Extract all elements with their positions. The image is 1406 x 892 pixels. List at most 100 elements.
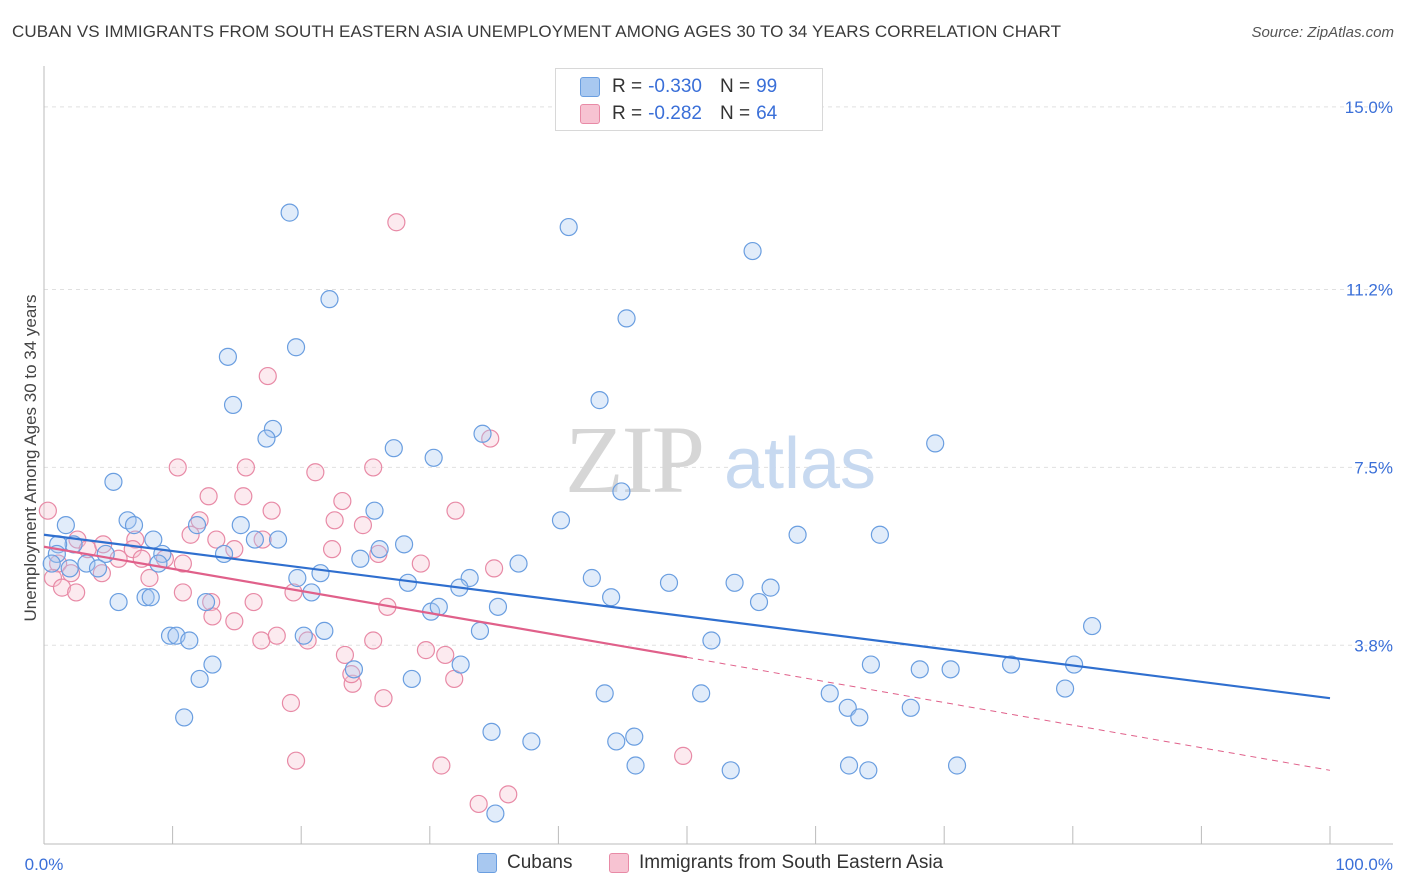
stats-r-label: R = — [612, 76, 643, 97]
cubans-point — [245, 530, 265, 549]
cubans-trend-line — [43, 533, 1331, 700]
cubans-point — [214, 544, 234, 564]
cubans-point — [612, 482, 631, 501]
cubans-point — [486, 804, 505, 823]
y-tick-label: 7.5% — [1354, 458, 1393, 477]
cubans-point — [850, 708, 869, 727]
immigrants-point — [335, 645, 355, 665]
cubans-point — [280, 203, 299, 222]
immigrants-point — [199, 487, 218, 506]
immigrants-point — [252, 631, 271, 650]
cubans-point — [60, 559, 79, 578]
cubans-point — [721, 761, 740, 780]
cubans-point — [141, 588, 160, 607]
cubans-point — [1001, 655, 1021, 674]
cubans-point — [268, 530, 288, 549]
immigrants-point — [67, 583, 86, 602]
immigrants-point — [436, 645, 455, 665]
immigrants-point — [253, 530, 272, 549]
grid-lines — [44, 106, 1393, 646]
immigrants-point — [168, 458, 187, 477]
stats-legend: R = -0.330 N = 99 R = -0.282 N = 64 — [555, 68, 823, 131]
cubans-point — [702, 631, 721, 650]
cubans-point — [820, 684, 839, 703]
immigrants-point — [207, 530, 226, 549]
immigrants-point — [267, 626, 286, 645]
x-tick-label: 100.0% — [1335, 855, 1393, 874]
legend-label-cubans: Cubans — [507, 852, 573, 873]
immigrants-point — [322, 540, 342, 559]
cubans-point — [926, 434, 945, 453]
immigrants-point — [286, 751, 306, 770]
legend-label-immigrants: Immigrants from South Eastern Asia — [639, 852, 944, 873]
immigrants-point — [364, 631, 383, 650]
cubans-point — [861, 655, 880, 674]
cubans-point — [488, 597, 508, 616]
y-tick-label: 15.0% — [1345, 98, 1393, 117]
legend-item-immigrants[interactable]: Immigrants from South Eastern Asia — [609, 852, 943, 874]
cubans-point — [602, 588, 621, 607]
cubans-point — [320, 290, 339, 309]
immigrants-point — [225, 540, 244, 559]
stats-r-value: -0.282 — [648, 103, 702, 124]
cubans-point — [344, 660, 364, 679]
cubans-point — [947, 756, 967, 775]
stats-n-label: N = — [719, 76, 751, 97]
immigrants-point — [244, 592, 263, 612]
watermark-atlas: atlas — [724, 424, 876, 504]
cubans-point — [595, 684, 614, 703]
cubans-point — [749, 592, 769, 612]
cubans-point — [263, 419, 283, 439]
cubans-point — [424, 448, 443, 467]
cubans-point — [394, 535, 414, 554]
series-immigrants-points — [38, 213, 693, 814]
immigrants-point — [306, 463, 325, 482]
legend-swatch-immigrants — [609, 853, 629, 873]
cubans-point — [149, 554, 168, 573]
cubans-point — [626, 756, 645, 775]
y-axis-label: Unemployment Among Ages 30 to 34 years — [21, 295, 40, 622]
cubans-point — [509, 554, 528, 573]
cubans-point — [286, 338, 306, 357]
cubans-point — [218, 347, 237, 366]
immigrants-point — [234, 487, 253, 506]
immigrants-point — [446, 501, 465, 520]
stats-row-cubans: R = -0.330 N = 99 — [580, 73, 777, 101]
cubans-point — [582, 568, 601, 588]
cubans-point — [692, 684, 711, 703]
immigrants-point — [202, 592, 221, 612]
cubans-point — [901, 698, 920, 717]
immigrants-point — [258, 366, 277, 386]
cubans-point — [160, 626, 180, 645]
cubans-point — [482, 722, 501, 741]
watermark-zip: ZIP — [565, 406, 703, 513]
immigrants-point — [325, 511, 344, 530]
immigrants-point — [52, 578, 72, 597]
cubans-point — [180, 631, 199, 650]
cubans-point — [1082, 616, 1102, 636]
immigrants-point — [181, 525, 200, 544]
cubans-point — [56, 516, 75, 535]
watermark: ZIP atlas — [565, 406, 876, 513]
series-cubans-points — [42, 203, 1102, 823]
cubans-point — [659, 573, 679, 592]
cubans-point — [190, 669, 209, 689]
cubans-point — [607, 732, 626, 751]
cubans-point — [175, 708, 194, 727]
tick-labels: 3.8% 7.5% 11.2% 15.0% 0.0% 100.0% — [25, 98, 1393, 874]
immigrants-trend-extension — [686, 656, 1331, 771]
immigrants-point — [469, 794, 488, 814]
y-tick-label: 11.2% — [1346, 281, 1393, 300]
immigrants-point — [190, 511, 209, 530]
stats-r-label: R = — [612, 103, 643, 124]
immigrants-point — [343, 674, 362, 693]
immigrants-point — [411, 554, 430, 573]
immigrants-point — [140, 568, 159, 588]
cubans-point — [187, 516, 207, 535]
cubans-point — [473, 424, 492, 443]
legend-item-cubans[interactable]: Cubans — [477, 852, 573, 874]
cubans-point — [42, 554, 61, 573]
immigrants-point — [364, 458, 383, 477]
cubans-point — [551, 511, 571, 530]
